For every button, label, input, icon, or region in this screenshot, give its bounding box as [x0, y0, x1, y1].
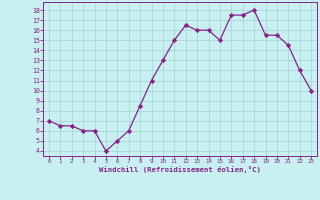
- X-axis label: Windchill (Refroidissement éolien,°C): Windchill (Refroidissement éolien,°C): [99, 166, 261, 173]
